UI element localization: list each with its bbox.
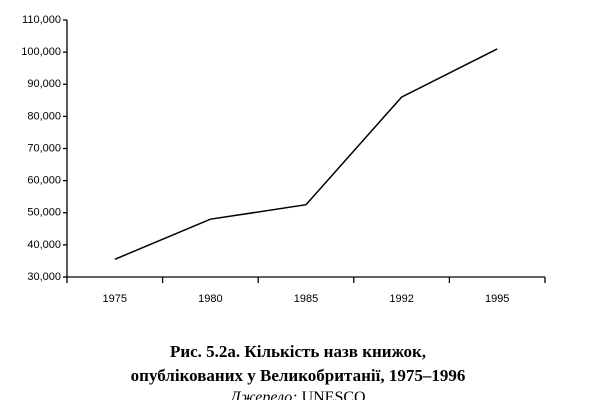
x-tick-label: 1985: [294, 293, 318, 305]
y-tick-label: 40,000: [27, 239, 61, 251]
chart-title: опублікованих у Великобританії, 1975–199…: [131, 366, 466, 385]
x-tick-label: 1992: [389, 293, 413, 305]
y-tick-label: 90,000: [27, 78, 61, 90]
y-tick-label: 80,000: [27, 110, 61, 122]
source: Джерело: UNESCO: [228, 389, 365, 400]
x-tick-label: 1975: [103, 293, 127, 305]
y-tick-label: 100,000: [21, 46, 61, 58]
y-tick-label: 70,000: [27, 142, 61, 154]
source-text: UNESCO: [302, 389, 366, 400]
x-tick-label: 1995: [485, 293, 509, 305]
y-tick-label: 50,000: [27, 207, 61, 219]
source-label: Джерело:: [228, 389, 297, 400]
line: [114, 48, 498, 261]
y-tick-label: 30,000: [27, 271, 61, 283]
chart-title: Рис. 5.2а. Кількість назв книжок,: [170, 342, 426, 361]
y-tick-label: 60,000: [27, 175, 61, 187]
x-tick-label: 1980: [198, 293, 222, 305]
y-tick-label: 110,000: [22, 14, 61, 26]
